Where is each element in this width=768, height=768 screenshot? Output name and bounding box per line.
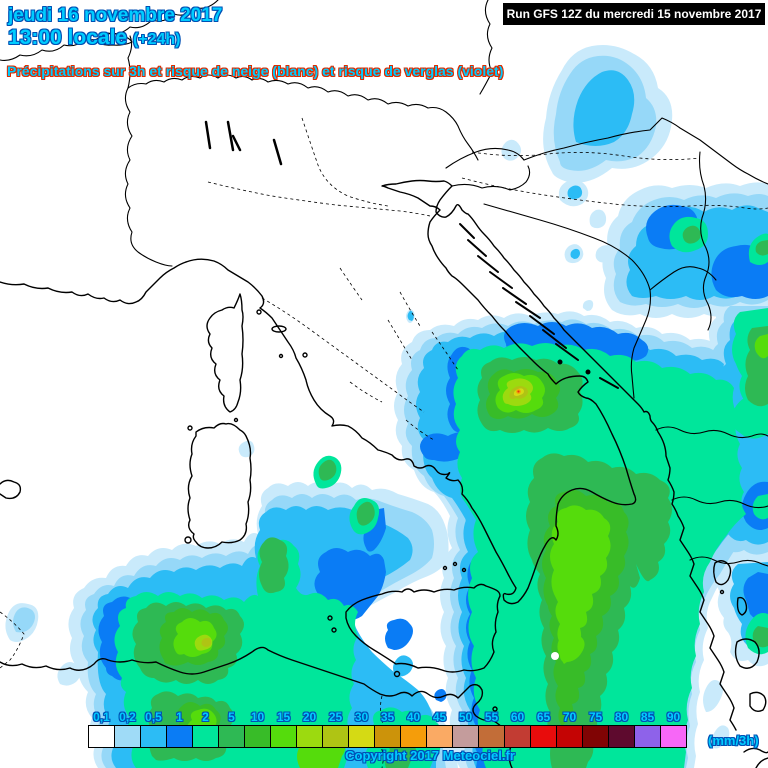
map-description: Précipitations sur 3h et risque de neige… [7,63,504,79]
rivers-and-region-borders [0,117,768,768]
country-borders [0,0,768,567]
croatian-islands [459,223,619,389]
forecast-date: jeudi 16 novembre 2017 [8,5,223,26]
precip-core-rings [194,378,559,660]
forecast-offset: (+24h) [132,31,181,48]
coastlines [0,179,768,768]
run-info-badge: Run GFS 12Z du mercredi 15 novembre 2017 [503,3,765,25]
alpine-lakes [204,120,283,166]
forecast-time: 13:00 locale (+24h) [8,26,181,50]
forecast-time-text: 13:00 locale [8,26,128,49]
